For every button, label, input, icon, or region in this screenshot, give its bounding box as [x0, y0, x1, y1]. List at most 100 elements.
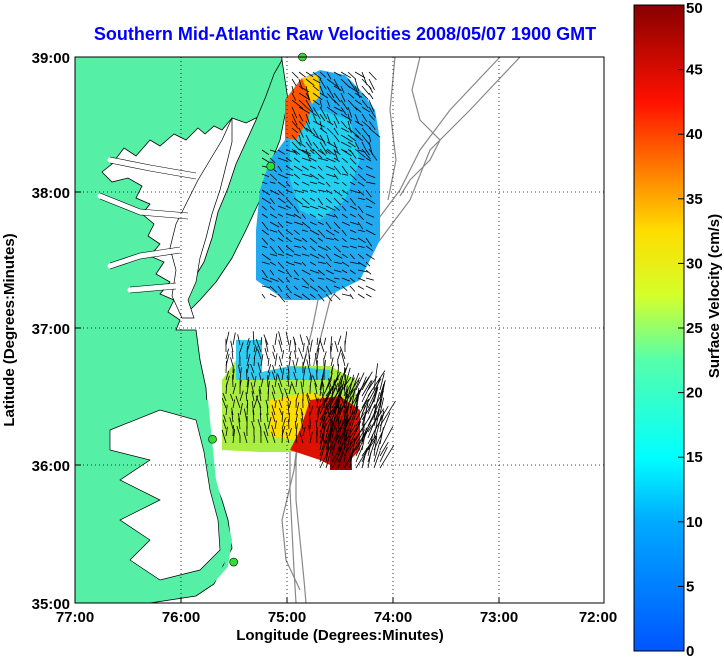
- velocity-arrow: [308, 425, 311, 437]
- velocity-arrow: [343, 367, 346, 381]
- velocity-arrow: [295, 413, 298, 423]
- velocity-arrow: [325, 378, 339, 397]
- velocity-arrow: [261, 181, 268, 185]
- velocity-arrow: [314, 382, 318, 395]
- colorbar-label: Surface Velocity (cm/s): [706, 214, 723, 378]
- velocity-arrow: [343, 445, 358, 469]
- velocity-arrow: [300, 418, 304, 430]
- velocity-arrow: [347, 92, 355, 99]
- velocity-arrow: [293, 371, 297, 381]
- velocity-arrow: [365, 261, 371, 267]
- velocity-arrow: [291, 85, 295, 94]
- velocity-arrow: [271, 391, 276, 402]
- velocity-arrow: [326, 148, 336, 156]
- velocity-arrow: [261, 285, 271, 289]
- velocity-arrow: [340, 127, 349, 133]
- velocity-arrow: [261, 253, 271, 261]
- velocity-arrow: [319, 430, 329, 457]
- velocity-arrow: [277, 261, 285, 269]
- velocity-arrow: [340, 148, 352, 157]
- velocity-arrow: [357, 157, 365, 161]
- velocity-arrow: [293, 229, 301, 236]
- velocity-arrow: [271, 404, 276, 416]
- velocity-arrow: [269, 157, 276, 163]
- velocity-arrow: [261, 245, 268, 249]
- velocity-arrow: [349, 269, 356, 275]
- velocity-arrow: [281, 368, 285, 381]
- velocity-arrow: [333, 120, 338, 128]
- velocity-arrow: [325, 157, 336, 163]
- velocity-arrow: [341, 277, 350, 282]
- grid-lines: [75, 57, 604, 603]
- velocity-arrow: [288, 383, 292, 395]
- velocity-arrow: [291, 113, 298, 126]
- velocity-arrow: [309, 269, 320, 274]
- velocity-arrow: [258, 372, 262, 381]
- velocity-arrow: [357, 269, 369, 273]
- velocity-arrow: [341, 253, 348, 258]
- velocity-arrow: [261, 229, 270, 236]
- velocity-arrow: [354, 113, 360, 124]
- velocity-arrow: [354, 78, 360, 91]
- velocity-arrow: [365, 269, 372, 275]
- velocity-arrow: [293, 181, 299, 186]
- velocity-arrow: [309, 213, 316, 218]
- velocity-arrow: [349, 389, 356, 415]
- velocity-arrow: [301, 253, 310, 257]
- velocity-arrow: [269, 237, 275, 242]
- velocity-arrow: [302, 379, 305, 388]
- velocity-arrow: [365, 189, 372, 198]
- velocity-arrow: [225, 426, 228, 437]
- velocity-arrow: [317, 245, 328, 251]
- velocity-arrow: [274, 353, 278, 367]
- velocity-arrow: [278, 339, 283, 353]
- velocity-arrow: [349, 237, 357, 241]
- velocity-arrow: [235, 395, 241, 409]
- velocity-arrow: [361, 120, 372, 129]
- velocity-arrow: [260, 354, 264, 367]
- velocity-arrow: [293, 213, 302, 219]
- velocity-arrow: [355, 372, 365, 391]
- velocity-arrow: [325, 375, 339, 403]
- velocity-arrow: [312, 78, 321, 84]
- velocity-arrow: [305, 71, 314, 77]
- velocity-arrow: [347, 148, 354, 155]
- velocity-arrow: [365, 277, 374, 281]
- velocity-arrow: [326, 134, 331, 145]
- velocity-arrow: [340, 85, 345, 94]
- velocity-arrow: [302, 426, 306, 437]
- velocity-arrow: [285, 149, 296, 154]
- velocity-arrow: [343, 435, 351, 463]
- y-tick-label: 35:00: [32, 596, 70, 613]
- velocity-arrow: [277, 245, 285, 254]
- velocity-arrow: [343, 377, 355, 397]
- velocity-arrow: [319, 422, 327, 451]
- velocity-arrow: [302, 353, 307, 367]
- velocity-arrow: [293, 221, 303, 226]
- velocity-arrow: [246, 369, 248, 381]
- velocity-arrow: [368, 134, 372, 143]
- velocity-arrow: [292, 359, 297, 374]
- velocity-arrow: [367, 388, 378, 409]
- velocity-arrow: [325, 237, 334, 240]
- velocity-arrow: [260, 337, 263, 346]
- velocity-arrow: [225, 348, 229, 360]
- velocity-arrow: [354, 141, 360, 150]
- velocity-arrow: [329, 405, 332, 416]
- velocity-arrow: [355, 446, 370, 469]
- velocity-arrow: [368, 78, 375, 91]
- velocity-arrow: [307, 346, 311, 360]
- velocity-arrow: [251, 400, 255, 416]
- velocity-arrow: [349, 424, 359, 439]
- velocity-arrows: [221, 71, 396, 469]
- velocity-arrow: [334, 340, 339, 353]
- velocity-arrow: [261, 197, 272, 205]
- velocity-arrow: [272, 344, 276, 353]
- velocity-arrow: [367, 398, 382, 427]
- velocity-arrow: [357, 229, 366, 233]
- velocity-arrow: [291, 71, 299, 79]
- velocity-arrow: [361, 134, 371, 147]
- velocity-arrow: [333, 221, 341, 230]
- velocity-arrow: [325, 293, 333, 302]
- velocity-arrow: [277, 237, 284, 242]
